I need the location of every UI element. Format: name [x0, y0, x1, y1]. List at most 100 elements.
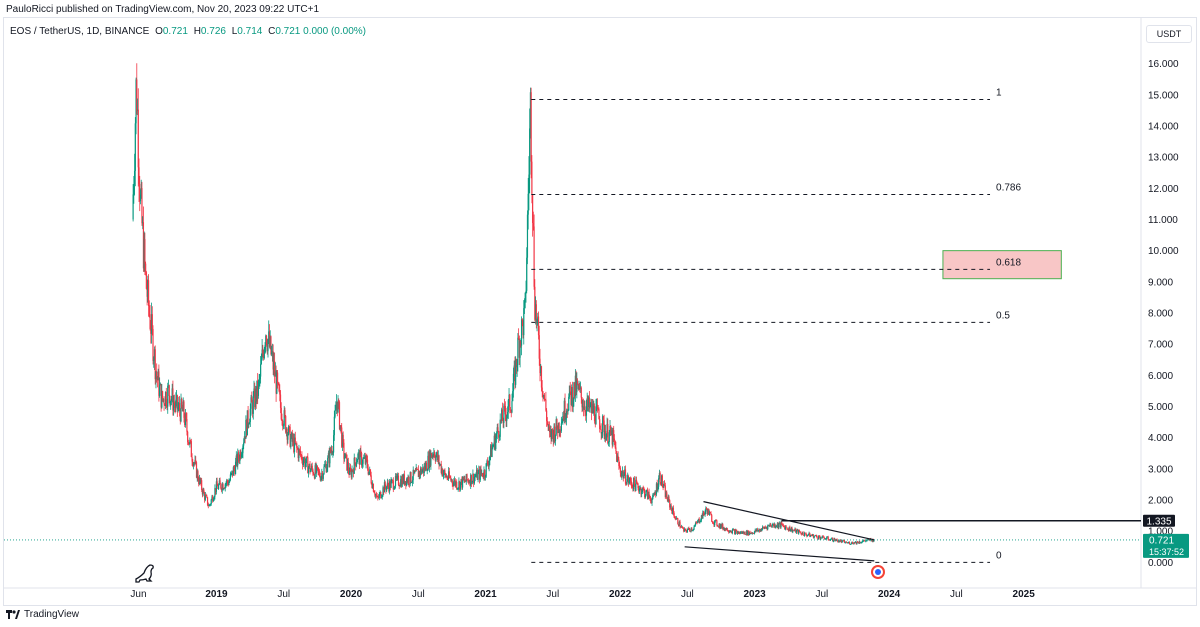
symbol-name[interactable]: EOS / TetherUS, 1D, BINANCE: [10, 26, 150, 37]
wedge-lower-line[interactable]: [684, 546, 875, 562]
candle-body: [499, 419, 501, 437]
candle-body: [796, 529, 798, 531]
candle-body: [295, 443, 297, 444]
candle-body: [487, 464, 489, 467]
candle-body: [744, 531, 746, 535]
candle-body: [686, 529, 689, 533]
candle-body: [439, 464, 441, 465]
candle-body: [303, 458, 305, 461]
candle-body: [293, 437, 296, 452]
candle-body: [651, 499, 653, 504]
candle-body: [206, 497, 209, 506]
fib-target-zone[interactable]: [942, 250, 1062, 280]
candle-body: [495, 438, 497, 450]
candle-body: [185, 413, 187, 420]
candle-body: [503, 405, 505, 423]
candle-body: [602, 416, 604, 433]
candle-body: [531, 161, 533, 195]
candle-body: [170, 398, 173, 401]
candle-body: [558, 422, 560, 433]
candle-body: [253, 388, 255, 396]
candle-body: [653, 494, 655, 496]
candle-body: [426, 470, 428, 472]
candle-body: [652, 495, 654, 500]
candle-body: [815, 535, 818, 537]
candle-body: [647, 489, 649, 499]
candle-body: [709, 512, 711, 514]
candle-body: [192, 461, 194, 466]
candle-body: [247, 410, 249, 425]
candle-body: [694, 522, 697, 526]
candle-body: [181, 407, 184, 412]
candle-body: [754, 529, 756, 532]
candle-body: [690, 528, 692, 532]
candle-body: [672, 507, 674, 514]
candle-body: [841, 540, 843, 543]
candle-body: [794, 528, 796, 531]
candle-body: [701, 515, 703, 519]
candle-body: [366, 455, 368, 460]
candle-body: [700, 515, 703, 521]
candle-body: [517, 337, 519, 366]
candle-body: [858, 541, 860, 544]
candle-body: [664, 485, 666, 498]
candle-body: [436, 452, 439, 461]
candle-body: [512, 391, 514, 402]
candle-body: [430, 453, 432, 466]
candle-body: [770, 526, 773, 528]
candle-body: [750, 533, 753, 534]
candle-body: [343, 442, 345, 459]
candle-body: [307, 467, 310, 474]
candle-body: [407, 477, 409, 483]
candle-body: [735, 530, 737, 531]
time-tick-label: 2022: [609, 589, 632, 600]
candle-body: [455, 481, 457, 486]
candle-body: [529, 128, 531, 175]
candle-body: [665, 492, 667, 498]
candle-body: [636, 483, 638, 484]
candle-body: [363, 458, 365, 459]
candle-body: [584, 406, 586, 413]
candle-body: [261, 349, 263, 360]
candle-body: [609, 425, 611, 433]
candle-body: [534, 286, 536, 320]
candle-body: [461, 479, 463, 488]
candle-body: [414, 471, 417, 472]
candle-body: [845, 541, 847, 543]
candle-body: [777, 523, 779, 528]
candle-body: [700, 520, 702, 522]
candle-body: [489, 455, 491, 461]
low-label: L: [231, 26, 238, 37]
candle-body: [323, 466, 325, 475]
candle-body: [265, 335, 267, 346]
candle-body: [446, 476, 448, 479]
candle-body: [447, 471, 450, 479]
candle-body: [780, 522, 782, 528]
candle-body: [574, 382, 576, 397]
candle-body: [160, 383, 162, 408]
candle-body: [467, 479, 469, 481]
candle-body: [515, 359, 517, 385]
candle-body: [532, 194, 534, 223]
candle-body: [619, 465, 621, 468]
candle-body: [204, 493, 206, 500]
candle-body: [692, 529, 694, 531]
candle-body: [610, 425, 612, 435]
candle-body: [254, 388, 256, 408]
candle-body: [565, 410, 568, 419]
candle-body: [350, 470, 352, 478]
last-price-tag: [1143, 533, 1189, 558]
candle-body: [669, 500, 671, 508]
candle-body: [236, 455, 238, 466]
currency-button[interactable]: USDT: [1146, 25, 1192, 43]
time-tick-label: Jul: [950, 589, 963, 600]
candle-body: [341, 427, 343, 447]
candle-body: [771, 525, 773, 528]
candle-body: [232, 470, 234, 476]
candle-body: [834, 538, 836, 541]
candle-body: [793, 530, 795, 531]
candle-body: [384, 482, 386, 488]
candle-body: [474, 476, 476, 478]
candle-body: [281, 419, 283, 421]
